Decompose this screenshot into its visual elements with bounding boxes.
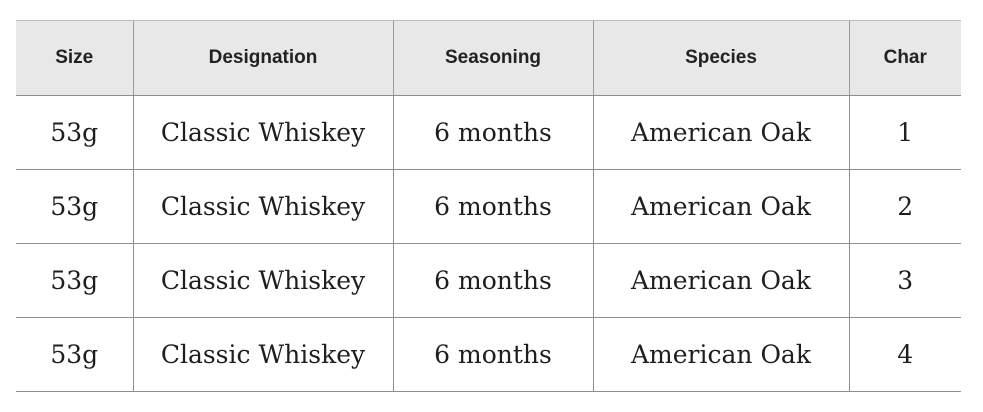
cell-designation: Classic Whiskey [132, 169, 393, 244]
cell-seasoning: 6 months [392, 243, 593, 318]
cell-char: 1 [848, 95, 961, 170]
product-table: Size Designation Seasoning Species Char … [16, 20, 961, 392]
cell-size: 53g [16, 243, 133, 318]
table-body: 53g Classic Whiskey 6 months American Oa… [16, 95, 961, 392]
cell-size: 53g [16, 317, 133, 392]
cell-designation: Classic Whiskey [132, 95, 393, 170]
table-row: 53g Classic Whiskey 6 months American Oa… [16, 95, 961, 170]
cell-char: 3 [848, 243, 961, 318]
cell-size: 53g [16, 95, 133, 170]
cell-designation: Classic Whiskey [132, 243, 393, 318]
cell-species: American Oak [592, 317, 849, 392]
header-row: Size Designation Seasoning Species Char [16, 20, 961, 96]
header-char: Char [848, 20, 961, 96]
table-row: 53g Classic Whiskey 6 months American Oa… [16, 169, 961, 244]
header-species: Species [592, 20, 849, 96]
table-row: 53g Classic Whiskey 6 months American Oa… [16, 243, 961, 318]
cell-species: American Oak [592, 95, 849, 170]
cell-species: American Oak [592, 169, 849, 244]
table-row: 53g Classic Whiskey 6 months American Oa… [16, 317, 961, 392]
cell-seasoning: 6 months [392, 95, 593, 170]
cell-seasoning: 6 months [392, 317, 593, 392]
product-table-container: Size Designation Seasoning Species Char … [16, 20, 961, 392]
cell-char: 2 [848, 169, 961, 244]
header-designation: Designation [132, 20, 393, 96]
cell-seasoning: 6 months [392, 169, 593, 244]
cell-designation: Classic Whiskey [132, 317, 393, 392]
cell-char: 4 [848, 317, 961, 392]
header-seasoning: Seasoning [392, 20, 593, 96]
table-header: Size Designation Seasoning Species Char [16, 20, 961, 96]
cell-size: 53g [16, 169, 133, 244]
header-size: Size [16, 20, 133, 96]
cell-species: American Oak [592, 243, 849, 318]
